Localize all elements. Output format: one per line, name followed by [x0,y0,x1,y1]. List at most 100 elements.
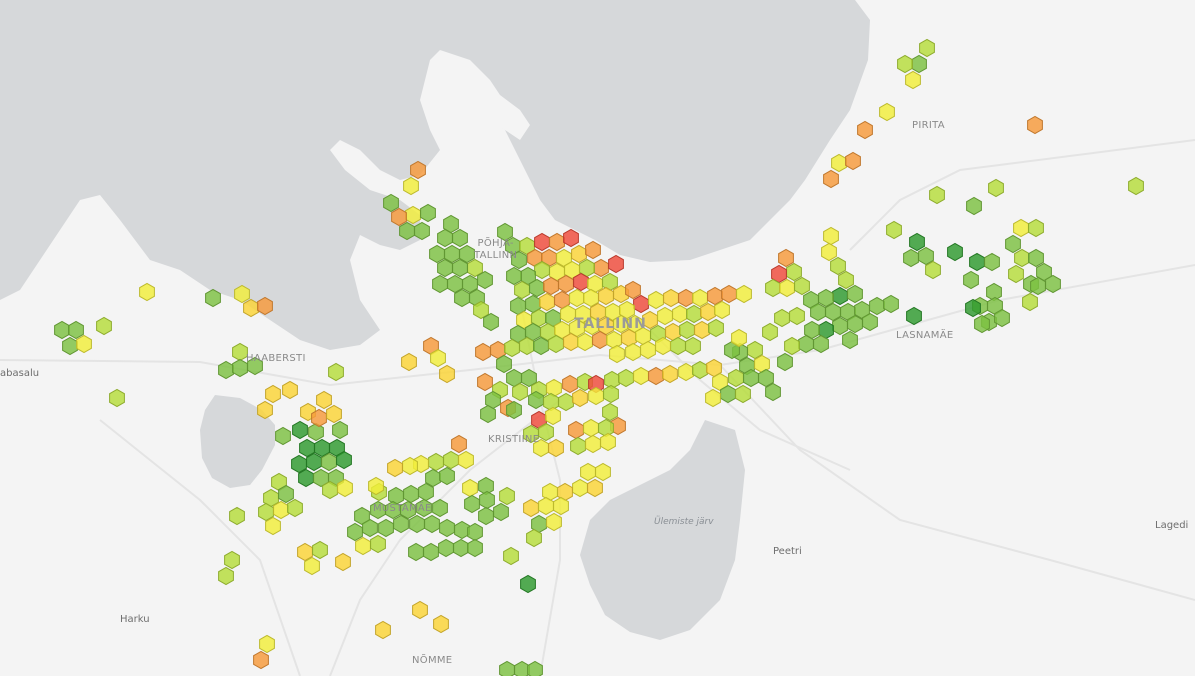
hex-cell[interactable] [257,296,273,316]
hex-cell[interactable] [862,312,878,332]
hex-cell[interactable] [414,221,430,241]
hex-cell[interactable] [311,408,327,428]
hex-cell[interactable] [282,380,298,400]
hex-cell[interactable] [778,248,794,268]
hex-cell[interactable] [883,294,899,314]
hex-cell[interactable] [984,252,1000,272]
hex-cell[interactable] [229,506,245,526]
hex-cell[interactable] [558,392,574,412]
hex-cell[interactable] [571,244,587,264]
hex-cell[interactable] [430,348,446,368]
hex-cell[interactable] [54,320,70,340]
hex-cell[interactable] [869,296,885,316]
hex-cell[interactable] [994,308,1010,328]
hex-cell[interactable] [595,462,611,482]
hex-cell[interactable] [418,482,434,502]
hex-cell[interactable] [786,262,802,282]
hex-cell[interactable] [496,354,512,374]
hex-cell[interactable] [458,450,474,470]
hex-cell[interactable] [399,221,415,241]
hex-cell[interactable] [640,340,656,360]
hex-cell[interactable] [1045,274,1061,294]
hex-cell[interactable] [475,342,491,362]
hex-cell[interactable] [408,542,424,562]
hex-cell[interactable] [68,320,84,340]
hex-cell[interactable] [774,308,790,328]
hex-cell[interactable] [514,280,530,300]
hex-cell[interactable] [572,478,588,498]
hex-cell[interactable] [218,360,234,380]
hex-cell[interactable] [965,298,981,318]
hex-cell[interactable] [648,366,664,386]
hex-cell[interactable] [503,546,519,566]
hex-cell[interactable] [593,258,609,278]
hex-cell[interactable] [326,404,342,424]
hex-cell[interactable] [76,334,92,354]
hex-cell[interactable] [1027,115,1043,135]
hex-cell[interactable] [905,70,921,90]
hex-cell[interactable] [823,226,839,246]
hex-cell[interactable] [368,476,384,496]
hex-cell[interactable] [527,660,543,676]
hex-cell[interactable] [403,484,419,504]
hex-cell[interactable] [292,420,308,440]
hex-cell[interactable] [243,298,259,318]
hex-cell[interactable] [918,246,934,266]
hex-cell[interactable] [497,222,513,242]
hex-cell[interactable] [391,207,407,227]
hex-cell[interactable] [321,452,337,472]
hex-cell[interactable] [439,518,455,538]
hex-cell[interactable] [700,302,716,322]
hex-cell[interactable] [736,284,752,304]
hex-cell[interactable] [777,352,793,372]
hex-cell[interactable] [625,280,641,300]
hex-cell[interactable] [1005,234,1021,254]
hex-cell[interactable] [523,424,539,444]
hex-cell[interactable] [925,260,941,280]
hex-cell[interactable] [347,522,363,542]
hex-cell[interactable] [592,330,608,350]
hex-cell[interactable] [633,294,649,314]
hex-cell[interactable] [897,54,913,74]
hex-cell[interactable] [477,372,493,392]
hex-cell[interactable] [919,38,935,58]
hex-cell[interactable] [1022,292,1038,312]
hex-cell[interactable] [720,384,736,404]
hex-cell[interactable] [587,478,603,498]
hex-cell[interactable] [909,232,925,252]
hex-cell[interactable] [273,500,289,520]
hex-cell[interactable] [499,486,515,506]
hex-cell[interactable] [354,506,370,526]
hex-cell[interactable] [568,420,584,440]
hex-cell[interactable] [762,322,778,342]
hex-cell[interactable] [423,542,439,562]
hex-cell[interactable] [721,284,737,304]
hex-cell[interactable] [533,336,549,356]
hex-cell[interactable] [437,228,453,248]
hex-cell[interactable] [462,478,478,498]
hex-cell[interactable] [473,300,489,320]
hex-cell[interactable] [553,496,569,516]
hex-cell[interactable] [410,160,426,180]
hex-cell[interactable] [857,120,873,140]
hex-cell[interactable] [528,390,544,410]
hex-cell[interactable] [678,288,694,308]
hex-cell[interactable] [439,466,455,486]
hex-cell[interactable] [538,496,554,516]
hex-cell[interactable] [511,250,527,270]
hex-cell[interactable] [370,500,386,520]
hex-cell[interactable] [823,169,839,189]
hex-cell[interactable] [886,220,902,240]
hex-cell[interactable] [467,522,483,542]
hex-cell[interactable] [613,314,629,334]
hex-cell[interactable] [545,406,561,426]
hex-cell[interactable] [832,316,848,336]
hex-cell[interactable] [385,500,401,520]
hex-cell[interactable] [383,193,399,213]
hex-cell[interactable] [388,486,404,506]
hex-cell[interactable] [642,310,658,330]
hex-cell[interactable] [355,536,371,556]
hex-cell[interactable] [304,556,320,576]
hex-cell[interactable] [247,356,263,376]
hex-cell[interactable] [451,434,467,454]
